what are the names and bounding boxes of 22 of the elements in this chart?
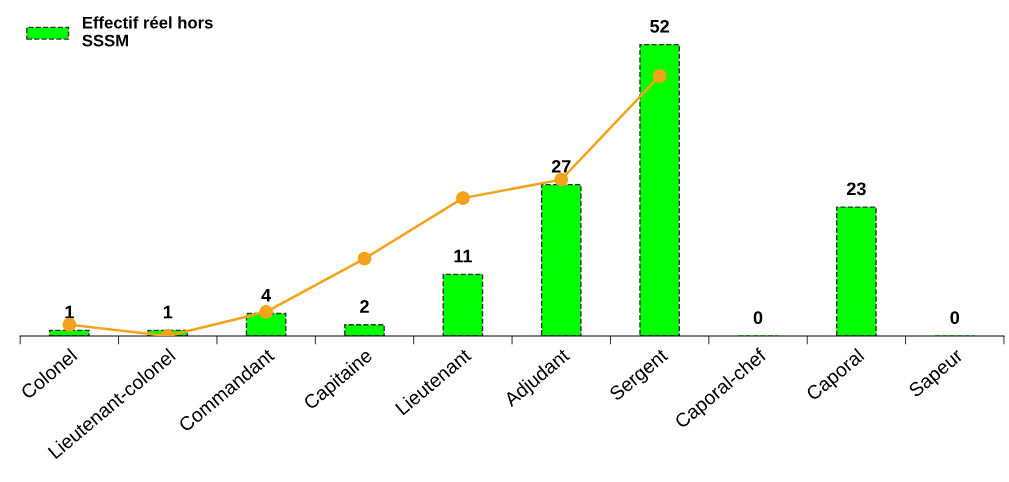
data-label: 4 [261, 289, 272, 302]
data-label: 0 [950, 311, 960, 325]
data-label: 11 [454, 249, 472, 263]
point [652, 69, 667, 83]
bar [836, 206, 877, 336]
data-label: 52 [650, 19, 669, 33]
bar [442, 273, 484, 336]
data-label: 27 [551, 159, 571, 173]
point [357, 251, 372, 266]
data-label: 0 [753, 311, 763, 325]
point [62, 317, 77, 332]
data-label: 23 [846, 182, 866, 196]
legend-label: Effectif réel hors SSSM [82, 16, 213, 47]
data-label: 1 [163, 305, 173, 319]
bar [344, 324, 385, 336]
data-label: 2 [360, 300, 369, 313]
bar [540, 183, 582, 336]
point [554, 172, 569, 187]
data-label: 1 [65, 305, 74, 319]
point [259, 304, 274, 319]
point [455, 191, 470, 206]
bar [639, 43, 681, 336]
